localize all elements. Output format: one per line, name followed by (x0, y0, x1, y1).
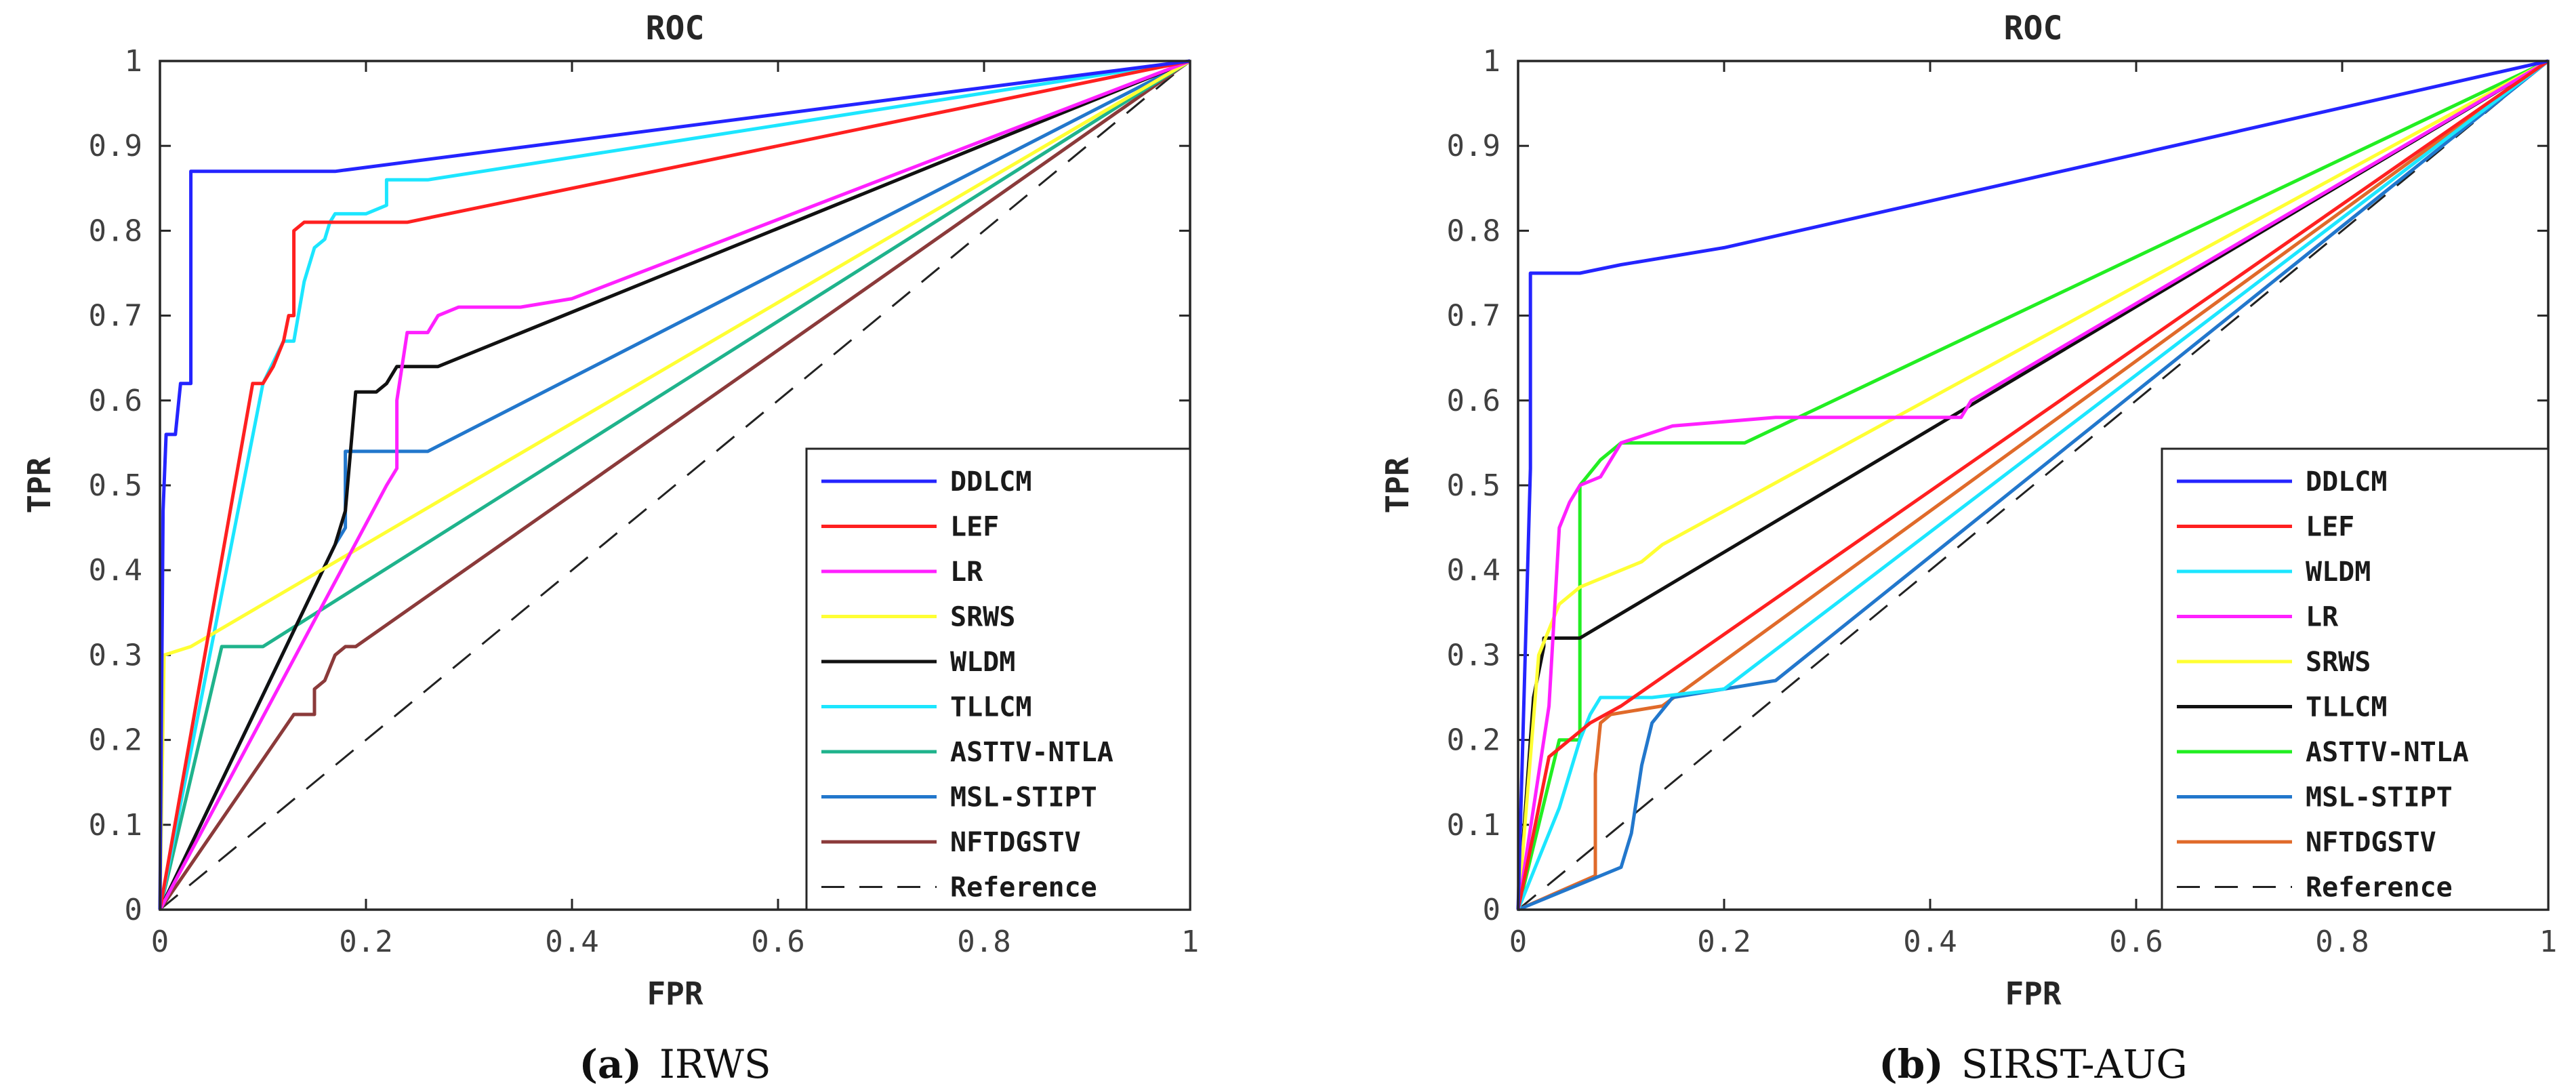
legend-label: Reference (950, 872, 1097, 904)
x-tick-label: 0.4 (1903, 925, 1957, 959)
caption-dataset: IRWS (659, 1041, 771, 1087)
y-tick-label: 1 (1483, 44, 1501, 79)
y-tick-label: 0.2 (1447, 723, 1500, 758)
legend-label: LR (950, 557, 983, 588)
y-tick-label: 0.3 (1447, 638, 1500, 672)
series-line-nftdgstv (158, 59, 1191, 911)
series-line-asttv-ntla (1516, 59, 2550, 910)
legend-label: NFTDGSTV (950, 827, 1081, 858)
y-axis-label: TPR (21, 457, 58, 513)
x-tick-label: 0.6 (2109, 925, 2163, 959)
y-tick-label: 0.9 (89, 129, 142, 163)
caption-label: (a) (579, 1041, 641, 1087)
figure-caption: (a) IRWS (579, 1041, 771, 1087)
series-line-asttv-ntla (158, 59, 1191, 910)
y-tick-label: 1 (125, 44, 143, 79)
y-tick-label: 0 (125, 893, 143, 927)
x-tick-label: 0.2 (1697, 925, 1751, 959)
y-tick-label: 0.4 (1447, 553, 1500, 588)
legend-label: MSL-STIPT (2306, 782, 2453, 813)
x-tick-label: 0.8 (2315, 925, 2369, 959)
y-tick-label: 0.5 (89, 468, 142, 503)
series-line-ddlcm (158, 59, 1191, 910)
series-line-lr (158, 59, 1191, 911)
y-tick-label: 0.6 (89, 384, 142, 418)
y-tick-label: 0.9 (1447, 129, 1500, 163)
y-tick-label: 0.6 (1447, 384, 1500, 418)
legend-label: Reference (2306, 872, 2453, 904)
y-tick-label: 0.8 (89, 214, 142, 248)
caption-dataset: SIRST-AUG (1961, 1041, 2188, 1087)
legend-label: SRWS (2306, 647, 2371, 678)
series-line-reference (1517, 60, 2549, 911)
series-line-lef (1516, 59, 2550, 910)
series-line-wldm (1516, 60, 2550, 910)
series-line-nftdgstv (1517, 59, 2550, 912)
y-tick-label: 0.5 (1447, 468, 1500, 503)
series-line-lef (158, 59, 1191, 910)
x-tick-label: 0.6 (751, 925, 804, 959)
x-tick-label: 1 (1181, 925, 1200, 959)
x-axis-label: FPR (2005, 975, 2061, 1012)
legend-label: TLLCM (2306, 692, 2387, 723)
roc-panel-irws: 0 0.2 0.4 0.6 0.8 1 0 0.1 0.2 0.3 0.4 0.5 0.6 0.7 0.8 0… (21, 9, 1199, 1087)
series-line-ddlcm (1516, 59, 2549, 910)
legend-label: LR (2306, 602, 2339, 633)
y-tick-label: 0.3 (89, 638, 142, 672)
series-line-wldm (158, 59, 1191, 911)
legend-label: LEF (950, 512, 999, 543)
y-tick-label: 0.1 (1447, 808, 1500, 843)
legend-label: TLLCM (950, 692, 1031, 723)
y-tick-label: 0.7 (1447, 299, 1500, 333)
x-tick-label: 0 (1509, 925, 1528, 959)
legend-label: NFTDGSTV (2306, 827, 2436, 858)
legend-label: DDLCM (950, 466, 1031, 498)
x-axis-label: FPR (647, 975, 703, 1012)
legend-label: ASTTV-NTLA (950, 737, 1113, 768)
figure-caption: (b) SIRST-AUG (1879, 1041, 2187, 1087)
legend-label: WLDM (950, 647, 1015, 678)
x-tick-label: 0.8 (957, 925, 1010, 959)
chart-title: ROC (2004, 9, 2063, 47)
x-tick-label: 0.2 (339, 925, 392, 959)
caption-label: (b) (1879, 1041, 1943, 1087)
y-axis-label: TPR (1379, 457, 1416, 513)
x-tick-label: 0.4 (545, 925, 598, 959)
series-line-lr (1516, 59, 2550, 910)
y-tick-label: 0.4 (89, 553, 142, 588)
series-line-srws (1516, 59, 2550, 910)
roc-panel-sirst-aug: 0 0.2 0.4 0.6 0.8 1 0 0.1 0.2 0.3 0.4 0.5 0.6 0.7 0.8 0… (1379, 9, 2557, 1087)
legend-label: DDLCM (2306, 466, 2387, 498)
chart-title: ROC (646, 9, 705, 47)
y-tick-label: 0.1 (89, 808, 142, 843)
y-tick-label: 0 (1483, 893, 1501, 927)
legend-label: SRWS (950, 602, 1015, 633)
x-tick-label: 1 (2539, 925, 2558, 959)
y-tick-label: 0.2 (89, 723, 142, 758)
legend-label: LEF (2306, 512, 2354, 543)
x-tick-label: 0 (151, 925, 169, 959)
y-tick-label: 0.8 (1447, 214, 1500, 248)
series-line-reference (159, 60, 1191, 911)
legend-label: WLDM (2306, 557, 2371, 588)
legend-label: MSL-STIPT (950, 782, 1097, 813)
legend-label: ASTTV-NTLA (2306, 737, 2469, 768)
series-line-msl-stipt (1517, 60, 2550, 912)
y-tick-label: 0.7 (89, 299, 142, 333)
